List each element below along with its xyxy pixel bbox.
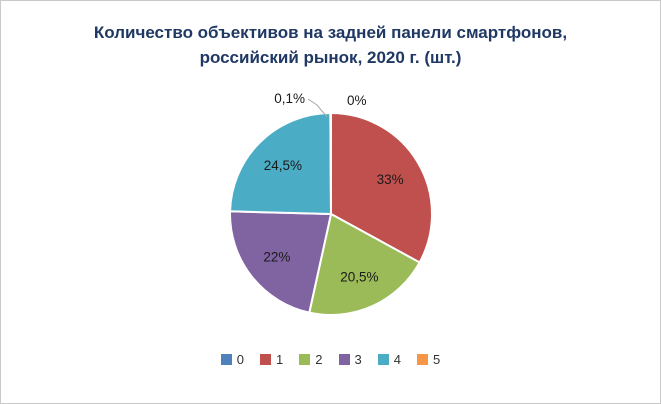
legend-item-3: 3	[338, 352, 362, 367]
legend-swatch	[377, 354, 389, 365]
slice-label-2: 20,5%	[340, 270, 378, 285]
legend-swatch	[220, 354, 232, 365]
legend-item-0: 0	[220, 352, 245, 367]
legend-label: 4	[393, 352, 401, 367]
legend-label: 5	[432, 352, 441, 367]
pie-slice-2	[308, 213, 421, 316]
slice-label-0: 0%	[347, 93, 367, 108]
legend-label: 1	[276, 352, 284, 367]
slice-label-3: 22%	[263, 249, 290, 264]
legend-swatch	[260, 354, 272, 365]
legend-item-1: 1	[260, 352, 283, 367]
slice-label-4: 24,5%	[264, 158, 302, 173]
chart-title-line2: российский рынок, 2020 г. (шт.)	[199, 47, 462, 67]
legend-item-2: 2	[299, 352, 323, 367]
leader-line	[307, 98, 328, 118]
pie-slice-5	[329, 111, 332, 215]
legend-item-5: 5	[416, 352, 441, 367]
pie-slice-4	[229, 112, 332, 215]
slice-label-1: 33%	[377, 172, 404, 187]
legend-swatch	[299, 354, 311, 365]
slice-label-5: 0,1%	[274, 91, 305, 106]
legend-swatch	[338, 354, 350, 365]
chart-title-line1: Количество объективов на задней панели с…	[93, 23, 568, 42]
legend-swatch	[416, 354, 428, 365]
legend-label: 2	[315, 352, 323, 367]
legend-item-4: 4	[377, 352, 401, 367]
chart-legend: 0 1 2 3 4 5	[1, 352, 660, 367]
chart-title: Количество объективов на задней панели с…	[1, 21, 660, 70]
pie-slice-3	[229, 210, 332, 314]
pie-slice-1	[330, 112, 433, 264]
legend-label: 0	[236, 352, 245, 367]
legend-label: 3	[354, 352, 362, 367]
